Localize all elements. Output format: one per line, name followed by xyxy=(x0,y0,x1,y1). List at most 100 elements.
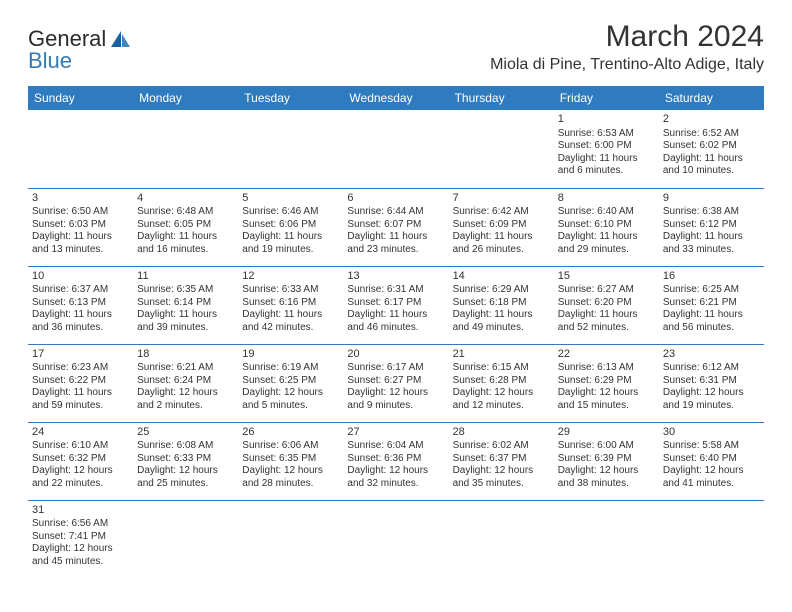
daylight-text: and 49 minutes. xyxy=(453,322,550,335)
sunset-text: Sunset: 6:03 PM xyxy=(32,219,129,232)
day-number: 8 xyxy=(558,192,655,206)
day-number: 22 xyxy=(558,348,655,362)
sunset-text: Sunset: 6:09 PM xyxy=(453,219,550,232)
daylight-text: Daylight: 11 hours xyxy=(558,153,655,166)
daylight-text: Daylight: 12 hours xyxy=(137,387,234,400)
calendar-cell: 1Sunrise: 6:53 AMSunset: 6:00 PMDaylight… xyxy=(554,110,659,188)
day-number: 23 xyxy=(663,348,760,362)
sunrise-text: Sunrise: 6:44 AM xyxy=(347,206,444,219)
calendar-cell: 22Sunrise: 6:13 AMSunset: 6:29 PMDayligh… xyxy=(554,344,659,422)
calendar-cell xyxy=(554,500,659,578)
daylight-text: Daylight: 12 hours xyxy=(137,465,234,478)
daylight-text: and 19 minutes. xyxy=(663,400,760,413)
col-saturday: Saturday xyxy=(659,86,764,110)
calendar-week-row: 24Sunrise: 6:10 AMSunset: 6:32 PMDayligh… xyxy=(28,422,764,500)
sunrise-text: Sunrise: 6:50 AM xyxy=(32,206,129,219)
col-wednesday: Wednesday xyxy=(343,86,448,110)
sunset-text: Sunset: 6:12 PM xyxy=(663,219,760,232)
daylight-text: and 45 minutes. xyxy=(32,556,129,569)
calendar-cell: 19Sunrise: 6:19 AMSunset: 6:25 PMDayligh… xyxy=(238,344,343,422)
sunrise-text: Sunrise: 6:27 AM xyxy=(558,284,655,297)
calendar-header-row: Sunday Monday Tuesday Wednesday Thursday… xyxy=(28,86,764,110)
calendar-cell: 20Sunrise: 6:17 AMSunset: 6:27 PMDayligh… xyxy=(343,344,448,422)
calendar-cell: 23Sunrise: 6:12 AMSunset: 6:31 PMDayligh… xyxy=(659,344,764,422)
calendar-cell: 27Sunrise: 6:04 AMSunset: 6:36 PMDayligh… xyxy=(343,422,448,500)
sunset-text: Sunset: 6:29 PM xyxy=(558,375,655,388)
sunset-text: Sunset: 6:21 PM xyxy=(663,297,760,310)
daylight-text: and 9 minutes. xyxy=(347,400,444,413)
daylight-text: Daylight: 12 hours xyxy=(453,465,550,478)
sunrise-text: Sunrise: 6:19 AM xyxy=(242,362,339,375)
calendar-cell xyxy=(449,500,554,578)
calendar-cell: 31Sunrise: 6:56 AMSunset: 7:41 PMDayligh… xyxy=(28,500,133,578)
sunset-text: Sunset: 6:28 PM xyxy=(453,375,550,388)
col-monday: Monday xyxy=(133,86,238,110)
daylight-text: and 33 minutes. xyxy=(663,244,760,257)
sunset-text: Sunset: 6:32 PM xyxy=(32,453,129,466)
sunrise-text: Sunrise: 6:48 AM xyxy=(137,206,234,219)
sunrise-text: Sunrise: 6:52 AM xyxy=(663,128,760,141)
calendar-cell: 24Sunrise: 6:10 AMSunset: 6:32 PMDayligh… xyxy=(28,422,133,500)
calendar-cell: 30Sunrise: 5:58 AMSunset: 6:40 PMDayligh… xyxy=(659,422,764,500)
daylight-text: and 42 minutes. xyxy=(242,322,339,335)
sunset-text: Sunset: 6:36 PM xyxy=(347,453,444,466)
day-number: 26 xyxy=(242,426,339,440)
calendar-week-row: 10Sunrise: 6:37 AMSunset: 6:13 PMDayligh… xyxy=(28,266,764,344)
col-sunday: Sunday xyxy=(28,86,133,110)
daylight-text: and 25 minutes. xyxy=(137,478,234,491)
day-number: 14 xyxy=(453,270,550,284)
topbar: General March 2024 Miola di Pine, Trenti… xyxy=(28,20,764,74)
daylight-text: Daylight: 12 hours xyxy=(347,387,444,400)
sunset-text: Sunset: 6:00 PM xyxy=(558,140,655,153)
day-number: 10 xyxy=(32,270,129,284)
calendar-cell: 16Sunrise: 6:25 AMSunset: 6:21 PMDayligh… xyxy=(659,266,764,344)
daylight-text: Daylight: 12 hours xyxy=(558,465,655,478)
calendar-cell xyxy=(659,500,764,578)
daylight-text: and 38 minutes. xyxy=(558,478,655,491)
sunrise-text: Sunrise: 6:46 AM xyxy=(242,206,339,219)
day-number: 31 xyxy=(32,504,129,518)
daylight-text: and 10 minutes. xyxy=(663,165,760,178)
sunset-text: Sunset: 6:22 PM xyxy=(32,375,129,388)
day-number: 12 xyxy=(242,270,339,284)
daylight-text: and 36 minutes. xyxy=(32,322,129,335)
daylight-text: and 59 minutes. xyxy=(32,400,129,413)
daylight-text: and 32 minutes. xyxy=(347,478,444,491)
calendar-cell: 17Sunrise: 6:23 AMSunset: 6:22 PMDayligh… xyxy=(28,344,133,422)
day-number: 9 xyxy=(663,192,760,206)
calendar-cell: 15Sunrise: 6:27 AMSunset: 6:20 PMDayligh… xyxy=(554,266,659,344)
daylight-text: Daylight: 12 hours xyxy=(242,387,339,400)
title-block: March 2024 Miola di Pine, Trentino-Alto … xyxy=(490,20,764,74)
calendar-cell: 11Sunrise: 6:35 AMSunset: 6:14 PMDayligh… xyxy=(133,266,238,344)
page: General March 2024 Miola di Pine, Trenti… xyxy=(0,0,792,612)
day-number: 20 xyxy=(347,348,444,362)
calendar-cell: 2Sunrise: 6:52 AMSunset: 6:02 PMDaylight… xyxy=(659,110,764,188)
sunrise-text: Sunrise: 6:29 AM xyxy=(453,284,550,297)
day-number: 18 xyxy=(137,348,234,362)
daylight-text: and 12 minutes. xyxy=(453,400,550,413)
day-number: 13 xyxy=(347,270,444,284)
day-number: 2 xyxy=(663,113,760,127)
daylight-text: and 39 minutes. xyxy=(137,322,234,335)
sunrise-text: Sunrise: 6:12 AM xyxy=(663,362,760,375)
daylight-text: Daylight: 11 hours xyxy=(242,309,339,322)
sunrise-text: Sunrise: 5:58 AM xyxy=(663,440,760,453)
col-friday: Friday xyxy=(554,86,659,110)
daylight-text: Daylight: 11 hours xyxy=(453,309,550,322)
calendar-cell: 21Sunrise: 6:15 AMSunset: 6:28 PMDayligh… xyxy=(449,344,554,422)
day-number: 4 xyxy=(137,192,234,206)
sunrise-text: Sunrise: 6:37 AM xyxy=(32,284,129,297)
calendar-cell: 8Sunrise: 6:40 AMSunset: 6:10 PMDaylight… xyxy=(554,188,659,266)
daylight-text: Daylight: 11 hours xyxy=(32,309,129,322)
calendar-cell: 18Sunrise: 6:21 AMSunset: 6:24 PMDayligh… xyxy=(133,344,238,422)
calendar-cell xyxy=(343,110,448,188)
daylight-text: Daylight: 11 hours xyxy=(663,153,760,166)
sunset-text: Sunset: 7:41 PM xyxy=(32,531,129,544)
sunrise-text: Sunrise: 6:53 AM xyxy=(558,128,655,141)
calendar-cell xyxy=(28,110,133,188)
daylight-text: and 56 minutes. xyxy=(663,322,760,335)
daylight-text: and 5 minutes. xyxy=(242,400,339,413)
daylight-text: Daylight: 11 hours xyxy=(663,231,760,244)
sunrise-text: Sunrise: 6:25 AM xyxy=(663,284,760,297)
calendar-cell: 6Sunrise: 6:44 AMSunset: 6:07 PMDaylight… xyxy=(343,188,448,266)
